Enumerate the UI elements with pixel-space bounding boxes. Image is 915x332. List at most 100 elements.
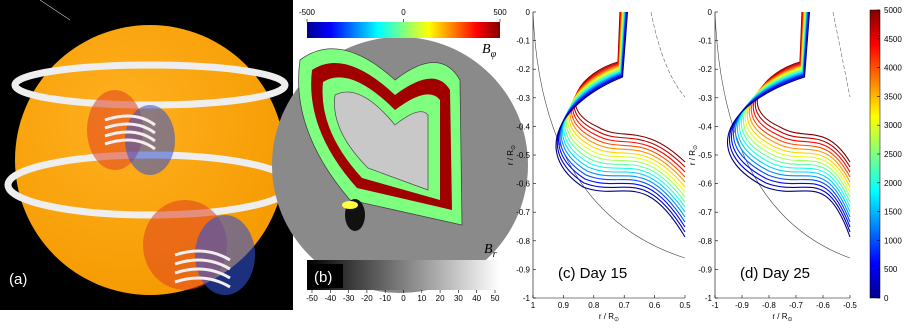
colorbar-tick-label: -500 (299, 8, 316, 17)
panel-a: (a) (0, 0, 296, 310)
y-axis-label: r / R⊙ (688, 145, 699, 165)
field-line (564, 11, 686, 203)
x-tick-label: 0.6 (649, 301, 661, 310)
boundary-arc (650, 11, 686, 98)
field-line (568, 11, 686, 188)
y-tick-label: -0.7 (698, 208, 712, 217)
colorbar-tick-label: -10 (379, 294, 391, 303)
colorbar-tick-label: 5000 (884, 6, 902, 15)
y-tick-label: 0 (708, 8, 713, 17)
y-tick-label: -0.8 (516, 237, 530, 246)
x-tick-label: 0.5 (679, 301, 691, 310)
field-line (558, 11, 686, 228)
x-tick-label: -0.5 (843, 301, 857, 310)
field-line (752, 11, 851, 173)
field-line (737, 11, 851, 213)
colorbar-tick-label: -20 (361, 294, 373, 303)
field-line (555, 11, 686, 238)
boundary-arc (714, 11, 851, 259)
field-line (569, 11, 686, 183)
y-tick-label: -0.9 (516, 265, 530, 274)
y-tick-label: -0.3 (698, 94, 712, 103)
spot (342, 201, 358, 209)
x-tick-label: -0.7 (789, 301, 803, 310)
label-box (3, 265, 41, 291)
colorbar-tick-label: 20 (436, 294, 445, 303)
flux-region (125, 105, 175, 175)
x-tick-label: -0.9 (735, 301, 749, 310)
field-line (561, 11, 686, 213)
y-tick-label: -0.9 (698, 265, 712, 274)
subscript: r (493, 249, 497, 260)
core (334, 91, 429, 191)
x-tick-label: -0.6 (816, 301, 830, 310)
y-tick-label: -0.8 (698, 237, 712, 246)
y-tick-label: -0.5 (698, 151, 712, 160)
field-line (573, 11, 686, 168)
field-line (563, 11, 686, 208)
colorbar-tick-label: 3000 (884, 121, 902, 130)
y-tick-label: 0 (526, 8, 531, 17)
label-text: r / R (599, 312, 614, 321)
colorbar-tick-label: 10 (417, 294, 426, 303)
colorbar-tick-label: 500 (493, 8, 507, 17)
symbol: B (482, 42, 491, 57)
y-tick-label: -1 (523, 294, 531, 303)
field-line (746, 11, 851, 188)
field-line (571, 11, 686, 178)
field-line (733, 11, 851, 223)
colorbar-tick-label: 0 (884, 294, 889, 303)
field-line (750, 11, 851, 178)
symbol: B (484, 242, 493, 257)
x-tick-label: -0.8 (762, 301, 776, 310)
panel-label: (d) Day 25 (740, 265, 810, 282)
y-tick-label: -0.2 (516, 65, 530, 74)
field-line (754, 11, 851, 168)
label-subscript: ⊙ (693, 145, 699, 150)
colorbar (307, 22, 500, 38)
colorbar-tick-label: 4500 (884, 35, 902, 44)
label-text: r / R (688, 150, 697, 165)
field-line (748, 11, 851, 183)
x-tick-label: 0.7 (619, 301, 631, 310)
y-tick-label: -0.6 (698, 180, 712, 189)
label-subscript: ⊙ (788, 317, 793, 323)
y-tick-label: -0.2 (698, 65, 712, 74)
colorbar-tick-label: 0 (401, 8, 406, 17)
y-tick-label: -0.3 (516, 94, 530, 103)
field-line (556, 11, 686, 233)
frame-line (39, 0, 71, 21)
colorbar-tick-label: 500 (884, 265, 898, 274)
colorbar-tick-label: 1500 (884, 208, 902, 217)
field-line (744, 11, 851, 193)
panel-b: Bφ Br (b) (272, 22, 528, 293)
field-line (567, 11, 686, 193)
colorbar-tick-label: 0 (401, 294, 406, 303)
label-subscript: ⊙ (511, 145, 517, 150)
colorbar-tick-label: 1000 (884, 236, 902, 245)
colorbar-tick-label: 50 (491, 294, 500, 303)
colorbar-symbol: Bφ (482, 42, 497, 60)
field-line (565, 11, 686, 198)
subscript: φ (491, 49, 497, 60)
colorbar-tick-label: -50 (306, 294, 318, 303)
field-line (559, 11, 686, 223)
y-tick-label: -0.1 (516, 37, 530, 46)
field-line (740, 11, 851, 203)
y-tick-label: -0.5 (516, 151, 530, 160)
field-line (572, 11, 686, 173)
label-text: r / R (772, 312, 787, 321)
x-tick-label: 1 (531, 301, 536, 310)
panel-label: (a) (9, 271, 27, 288)
y-tick-label: -0.7 (516, 208, 530, 217)
colorbar-tick-label: -40 (325, 294, 337, 303)
panel-c: 0 -0.1 -0.2 -0.3 -0.4 -0.5 -0.6 -0.7 -0.8 -0.9 -11… (506, 8, 691, 323)
colorbar-tick-label: 40 (472, 294, 481, 303)
field-line (729, 11, 851, 233)
flux-tube (174, 249, 231, 289)
y-tick-label: -1 (705, 294, 713, 303)
field-line (731, 11, 851, 228)
field-line (727, 11, 851, 238)
panel-label: (c) Day 15 (558, 265, 627, 282)
